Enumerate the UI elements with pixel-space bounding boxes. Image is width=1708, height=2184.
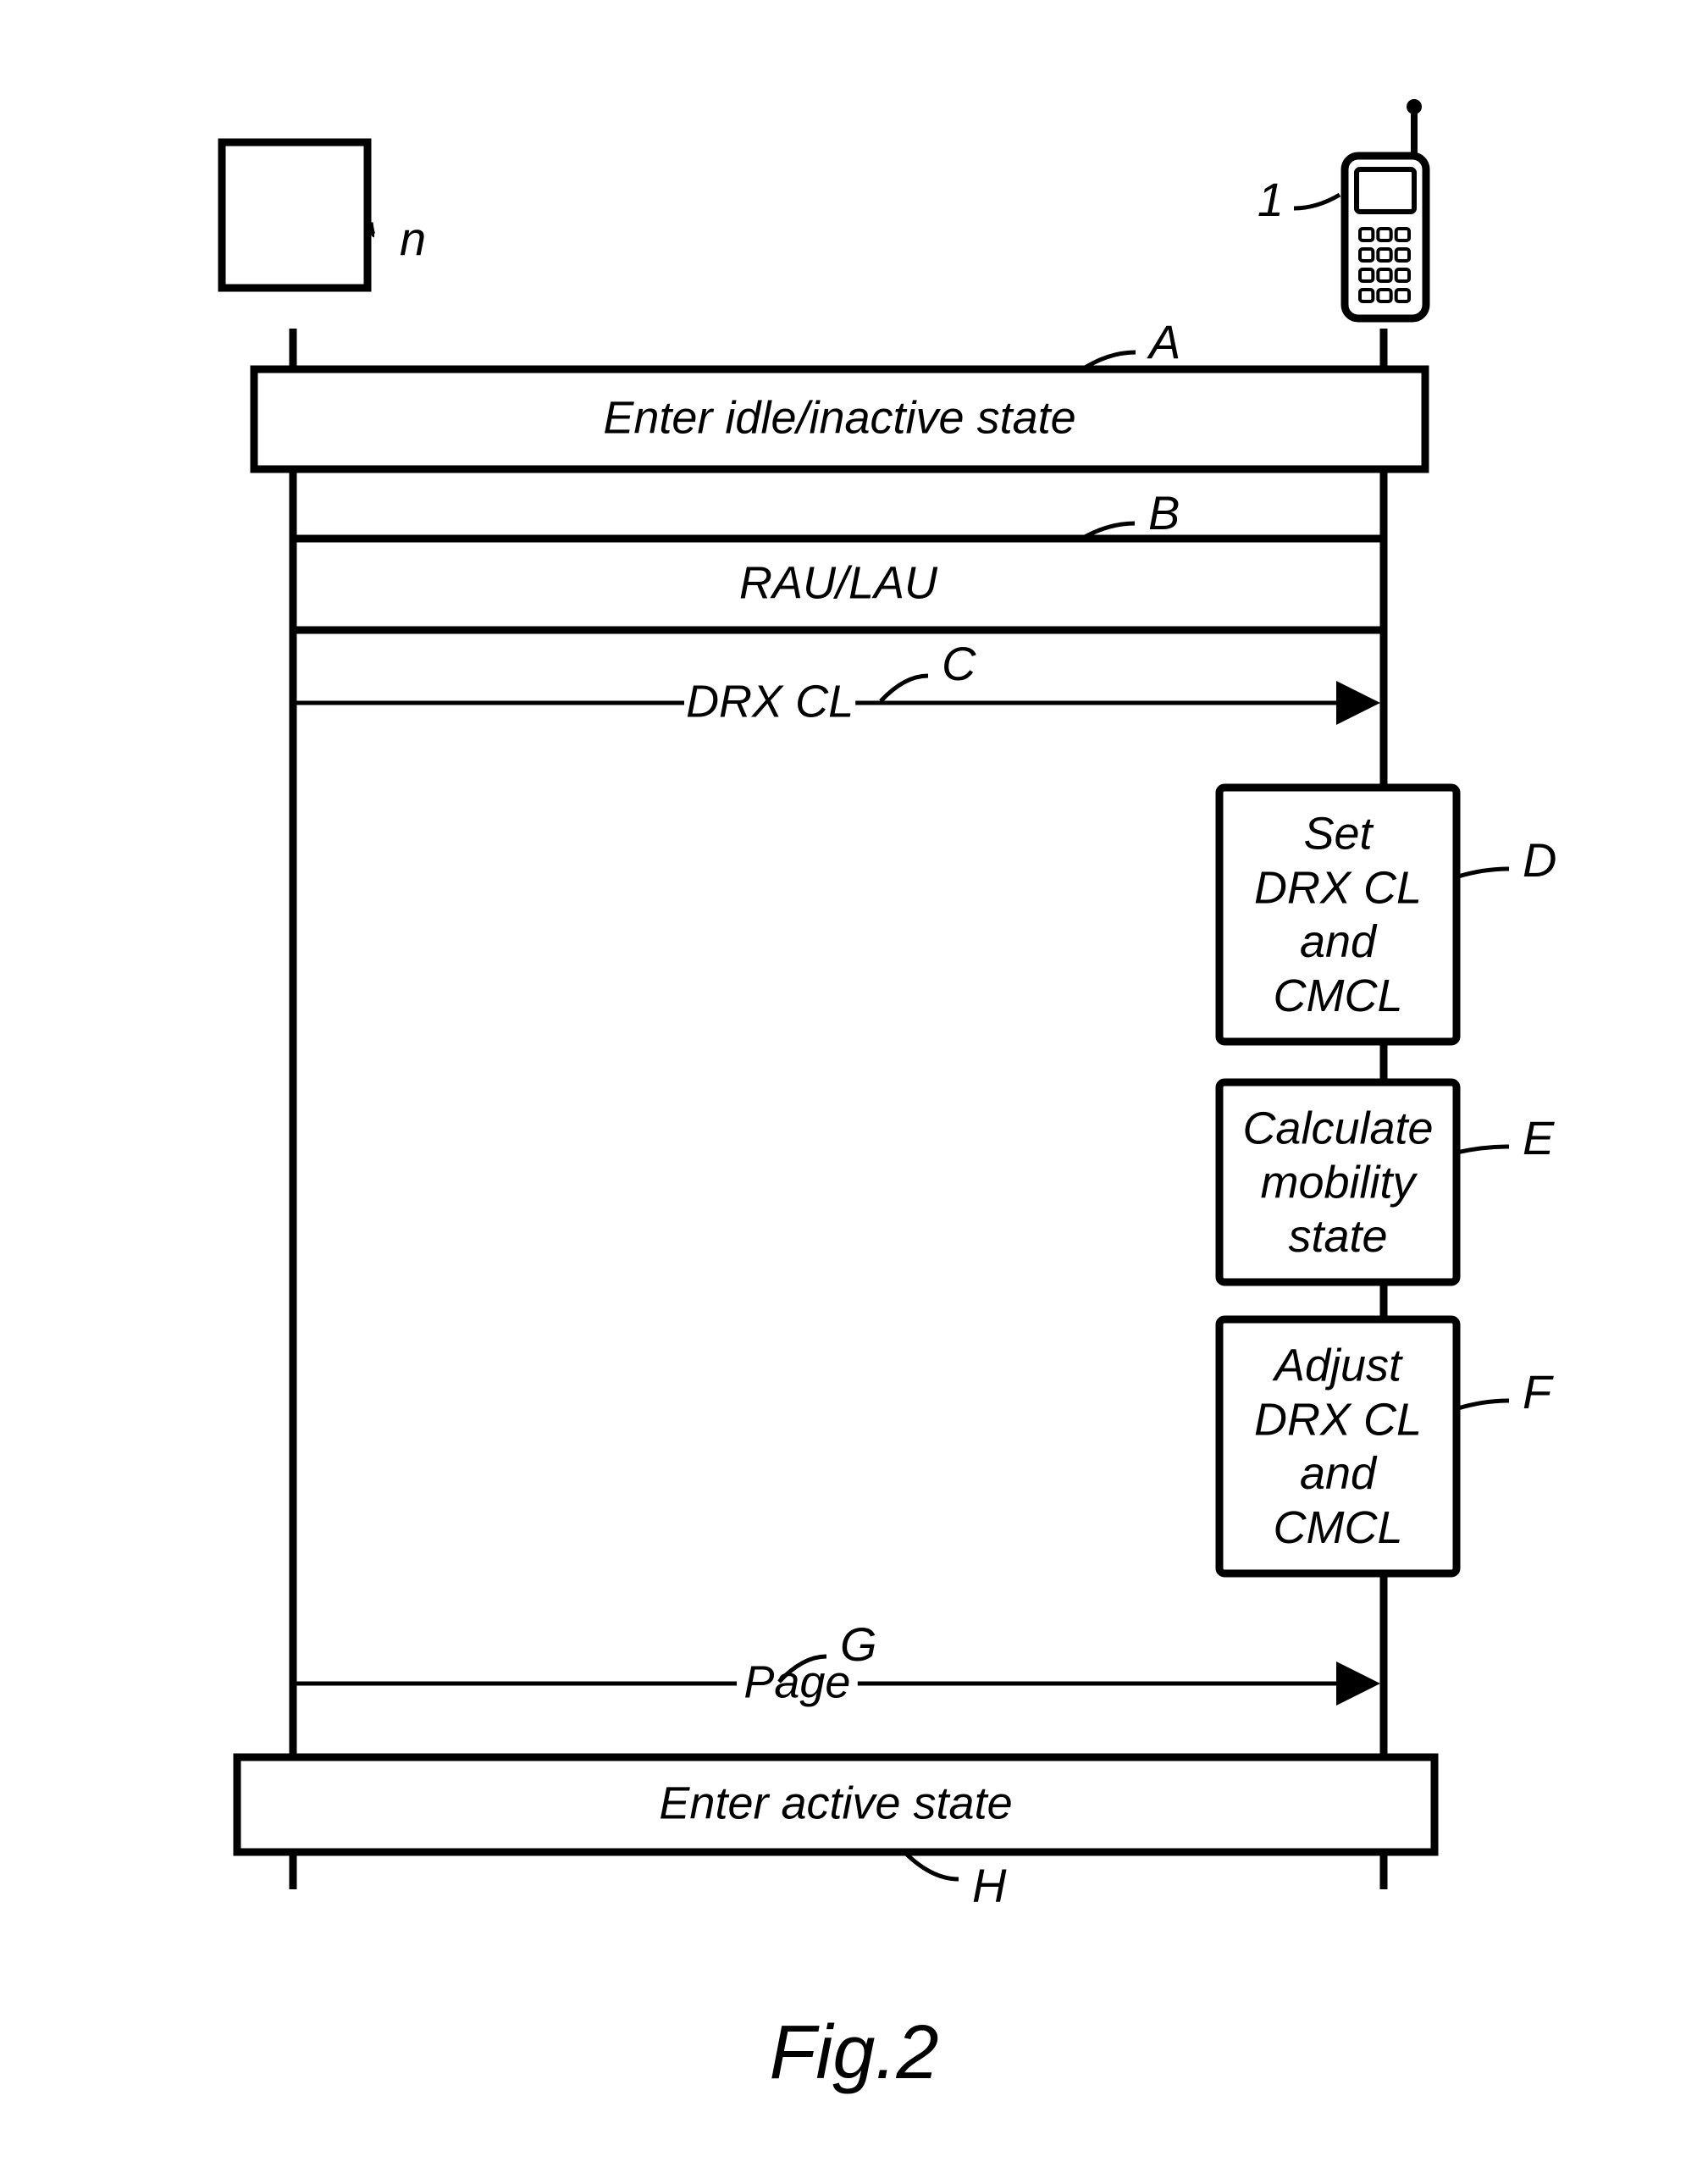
bar-A-label: Enter idle/inactive state (603, 392, 1075, 443)
sidebox-D-line1: DRX CL (1254, 862, 1422, 913)
bar-H-label: Enter active state (659, 1778, 1012, 1828)
label-n: n (400, 212, 426, 265)
sidebox-E-line2: state (1288, 1211, 1387, 1262)
letter-G: G (840, 1617, 877, 1671)
bar-B-label: RAU/LAU (739, 557, 938, 608)
node-n-box (222, 142, 368, 288)
letter-B: B (1148, 486, 1180, 539)
arrow-C-label: DRX CL (686, 676, 854, 727)
letter-C: C (942, 637, 976, 690)
sidebox-F-line3: CMCL (1273, 1502, 1402, 1553)
letter-A: A (1147, 315, 1180, 368)
label-1: 1 (1258, 173, 1284, 226)
letter-F: F (1523, 1365, 1554, 1418)
letter-D: D (1523, 833, 1556, 887)
letter-E: E (1523, 1111, 1555, 1164)
sidebox-D-line3: CMCL (1273, 970, 1402, 1021)
sidebox-E-line1: mobility (1260, 1157, 1418, 1208)
sidebox-F-line1: DRX CL (1254, 1394, 1422, 1445)
sidebox-E-line0: Calculate (1242, 1103, 1433, 1154)
sidebox-D-line0: Set (1303, 809, 1374, 860)
sidebox-F-line0: Adjust (1272, 1341, 1403, 1391)
sidebox-D-line2: and (1300, 916, 1378, 967)
sidebox-F-line2: and (1300, 1448, 1378, 1499)
figure-caption: Fig.2 (769, 2010, 938, 2095)
letter-H: H (972, 1859, 1007, 1912)
